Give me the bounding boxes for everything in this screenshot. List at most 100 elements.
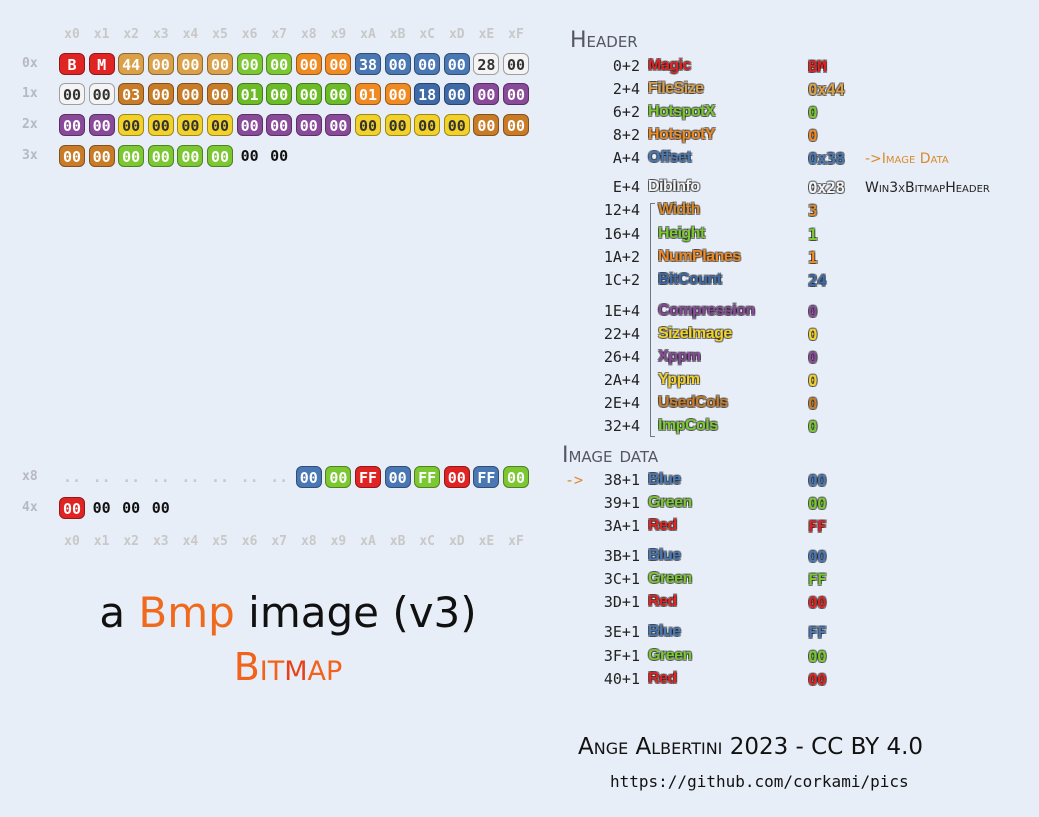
hex-byte: 00: [295, 53, 322, 75]
column-header: xF: [508, 534, 524, 549]
hex-byte: 00: [384, 466, 411, 488]
field-name: Height: [658, 225, 705, 242]
hex-byte: ..: [240, 468, 259, 486]
hex-byte: 00: [443, 53, 470, 75]
hex-byte: 00: [92, 499, 111, 517]
column-header: xD: [448, 27, 465, 42]
hex-byte: 00: [325, 114, 352, 136]
field-offset: 3D+1: [603, 593, 640, 611]
field-offset: 2A+4: [603, 371, 640, 389]
field-offset: 39+1: [603, 494, 640, 512]
title-part: a: [99, 588, 139, 637]
field-offset: 1C+2: [603, 271, 640, 289]
hex-byte: 00: [177, 83, 204, 105]
hex-byte: 03: [118, 83, 145, 105]
field-offset: 3E+1: [603, 623, 640, 641]
field-offset: 2+4: [612, 80, 640, 98]
field-name: Green: [648, 647, 692, 664]
column-header: x7: [271, 27, 288, 42]
hex-byte: 01: [236, 83, 263, 105]
row-label: 2x: [22, 117, 38, 132]
field-value: 0x28: [808, 178, 845, 197]
field-name: HotspotX: [648, 103, 716, 120]
column-header: xC: [419, 534, 436, 549]
field-offset: 22+4: [603, 325, 640, 343]
field-offset: 12+4: [603, 201, 640, 219]
hex-byte: 00: [59, 114, 85, 136]
field-name: Blue: [648, 471, 681, 488]
hex-byte: 00: [443, 114, 470, 136]
field-name: Red: [648, 670, 677, 687]
hex-byte: 00: [266, 53, 293, 75]
hex-byte: 00: [503, 466, 529, 488]
hex-byte: 00: [147, 114, 174, 136]
field-name: Width: [658, 201, 700, 218]
field-value: 00: [808, 647, 827, 666]
field-name: HotspotY: [648, 126, 716, 143]
field-offset: 8+2: [612, 126, 640, 144]
title-part: Bit: [233, 645, 285, 689]
field-offset: 16+4: [603, 225, 640, 243]
field-offset: 3C+1: [603, 570, 640, 588]
hex-byte: 00: [414, 114, 441, 136]
column-header: x0: [64, 27, 80, 42]
column-header: xD: [448, 534, 465, 549]
field-value: FF: [808, 517, 827, 536]
hex-byte: 00: [88, 83, 115, 105]
row-label: 4x: [22, 500, 38, 515]
hex-byte: 00: [355, 114, 381, 136]
hex-byte: 38: [355, 53, 381, 75]
column-header: x5: [212, 27, 228, 42]
field-name: Offset: [648, 149, 692, 166]
field-value: 0x44: [808, 80, 845, 99]
hex-byte: ..: [92, 468, 111, 486]
field-value: 00: [808, 471, 827, 490]
column-header: x6: [241, 27, 258, 42]
pointer-marker: ->: [565, 471, 584, 489]
hex-byte: 00: [236, 114, 263, 136]
field-offset: 3F+1: [603, 647, 640, 665]
column-header: x0: [64, 534, 80, 549]
field-name: Compression: [658, 302, 755, 319]
hex-byte: ..: [270, 468, 289, 486]
hex-byte: 00: [384, 53, 411, 75]
hex-byte: 00: [207, 145, 233, 167]
field-value: FF: [808, 623, 827, 642]
hex-byte: 00: [266, 114, 293, 136]
bracket: [650, 203, 655, 437]
hex-byte: 00: [147, 83, 174, 105]
hex-byte: 00: [207, 53, 233, 75]
hex-byte: 00: [59, 145, 85, 167]
column-header: x1: [93, 27, 110, 42]
field-name: NumPlanes: [658, 248, 741, 265]
hex-byte: 00: [88, 145, 115, 167]
hex-byte: 00: [122, 499, 141, 517]
hex-byte: ..: [62, 468, 82, 486]
hex-byte: ..: [181, 468, 200, 486]
field-offset: 38+1: [603, 471, 640, 489]
field-offset: 1A+2: [603, 248, 640, 266]
title-part: Bmp: [138, 588, 235, 637]
column-header: xE: [478, 27, 495, 42]
field-note: Win3xBitmapHeader: [865, 180, 990, 196]
hex-byte: M: [88, 53, 115, 75]
hex-byte: 00: [147, 53, 174, 75]
field-value: 0: [808, 103, 818, 122]
footer-author: Ange Albertini 2023 - CC BY 4.0: [578, 734, 924, 760]
hex-byte: 00: [384, 114, 411, 136]
hex-byte: 00: [240, 147, 259, 165]
hex-byte: ..: [122, 468, 141, 486]
field-offset: 40+1: [603, 670, 640, 688]
column-header: xE: [478, 534, 495, 549]
column-header: x7: [271, 534, 288, 549]
field-value: 0: [808, 348, 818, 367]
hex-byte: 00: [207, 83, 233, 105]
hex-byte: 00: [414, 53, 441, 75]
hex-byte: 28: [473, 53, 500, 75]
hex-byte: 00: [59, 83, 85, 105]
title-line: a Bmp image (v3): [0, 588, 576, 637]
field-offset: 1E+4: [603, 302, 640, 320]
column-header: x9: [330, 534, 347, 549]
section-title: Header: [570, 28, 638, 53]
hex-byte: 00: [236, 53, 263, 75]
